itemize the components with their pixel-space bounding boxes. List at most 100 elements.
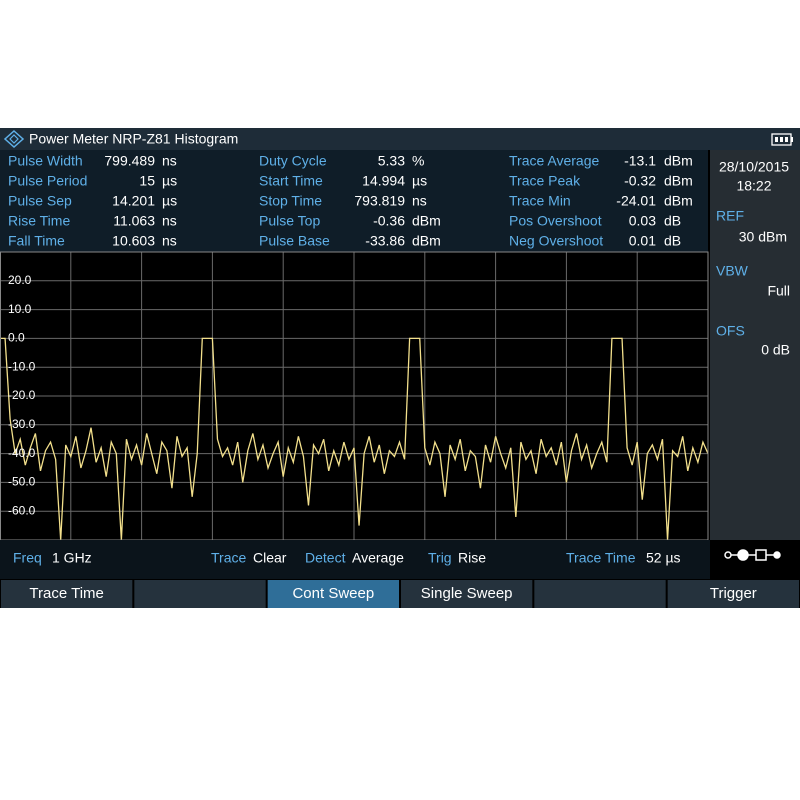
- measure-unit: µs: [412, 173, 427, 189]
- measure-value: 5.33: [378, 153, 405, 169]
- measure-unit: µs: [162, 193, 177, 209]
- measure-value: 10.603: [112, 233, 155, 249]
- softkey[interactable]: Cont Sweep: [267, 580, 399, 608]
- vbw-value: Full: [767, 283, 790, 299]
- measurement-panel: [0, 150, 708, 252]
- y-tick-label: 20.0: [8, 273, 32, 287]
- measure-label: Pos Overshoot: [509, 213, 602, 229]
- logo: [3, 129, 25, 149]
- softkey-label: Single Sweep: [421, 585, 513, 602]
- softkey-face: [534, 580, 666, 608]
- y-tick-label: -20.0: [8, 388, 36, 402]
- softkey[interactable]: Trigger: [667, 580, 799, 608]
- measure-label: Pulse Sep: [8, 193, 72, 209]
- y-tick-label: -10.0: [8, 359, 36, 373]
- trace: [0, 337, 709, 541]
- measure-value: -13.1: [624, 153, 656, 169]
- measure-value: -33.86: [365, 233, 405, 249]
- measure-unit: dBm: [412, 233, 441, 249]
- measure-unit: ns: [412, 193, 427, 209]
- measure-label: Trace Min: [509, 193, 571, 209]
- measure-value: -0.36: [373, 213, 405, 229]
- softkey-face: [134, 580, 266, 608]
- ref-label: REF: [716, 208, 744, 224]
- measure-value: 799.489: [104, 153, 155, 169]
- measure-value: 0.03: [629, 213, 656, 229]
- measure-label: Pulse Width: [8, 153, 83, 169]
- measure-unit: %: [412, 153, 424, 169]
- y-tick-label: -30.0: [8, 417, 36, 431]
- measure-value: 11.063: [113, 213, 155, 229]
- y-tick-label: -60.0: [8, 503, 36, 517]
- measure-unit: dB: [664, 233, 681, 249]
- status-bar: [0, 540, 710, 579]
- measure-value: -24.01: [616, 193, 656, 209]
- measure-unit: dBm: [664, 173, 693, 189]
- y-tick-label: -40.0: [8, 446, 36, 460]
- measure-unit: ns: [162, 153, 177, 169]
- measure-label: Pulse Base: [259, 233, 330, 249]
- measure-unit: ns: [162, 233, 177, 249]
- measure-unit: µs: [162, 173, 177, 189]
- softkey-label: Trace Time: [29, 585, 103, 602]
- status-label: Trace Time: [566, 550, 636, 566]
- softkey-face: [401, 580, 533, 608]
- ofs-label: OFS: [716, 323, 745, 339]
- softkey-face: [667, 580, 799, 608]
- status-label: Freq: [13, 550, 42, 566]
- status-label: Trig: [428, 550, 452, 566]
- softkey-face: [1, 580, 133, 608]
- title: Power Meter NRP-Z81 Histogram: [29, 131, 238, 147]
- softkey[interactable]: [534, 580, 666, 608]
- measure-unit: dBm: [664, 193, 693, 209]
- measure-unit: ns: [162, 213, 177, 229]
- status-value: 52 µs: [646, 550, 681, 566]
- measure-value: 15: [139, 173, 155, 189]
- status-row: Freq 1 GHz Trace Clear Detect Average Trig Rise…: [13, 550, 681, 566]
- softkeys: Trace Time Cont Sweep Single Sweep Trigger: [1, 580, 799, 608]
- softkey-label: Cont Sweep: [292, 585, 374, 602]
- y-tick-label: 10.0: [8, 302, 32, 316]
- measure-value: 14.201: [112, 193, 155, 209]
- measure-label: Pulse Top: [259, 213, 320, 229]
- ref-value: 30 dBm: [739, 229, 787, 245]
- measure-unit: dB: [664, 213, 681, 229]
- measure-unit: dBm: [664, 153, 693, 169]
- status-value: Rise: [458, 550, 486, 566]
- status-value: Clear: [253, 550, 287, 566]
- softkey[interactable]: Trace Time: [1, 580, 133, 608]
- measure-label: Rise Time: [8, 213, 70, 229]
- measure-label: Duty Cycle: [259, 153, 327, 169]
- measure-label: Stop Time: [259, 193, 322, 209]
- softkey-label: Trigger: [710, 585, 757, 602]
- measure-label: Fall Time: [8, 233, 65, 249]
- measure-label: Pulse Period: [8, 173, 87, 189]
- side-panel: [710, 150, 800, 540]
- battery: [771, 133, 793, 146]
- measure-value: 14.994: [362, 173, 405, 189]
- measure-label: Trace Peak: [509, 173, 581, 189]
- status-value: 1 GHz: [52, 550, 92, 566]
- status-label: Trace: [211, 550, 246, 566]
- measure-value: 793.819: [354, 193, 405, 209]
- y-tick-label: -50.0: [8, 475, 36, 489]
- measure-unit: dBm: [412, 213, 441, 229]
- connector-icon: [724, 549, 781, 561]
- softkey[interactable]: Single Sweep: [401, 580, 533, 608]
- vbw-label: VBW: [716, 263, 749, 279]
- date: 28/10/2015: [719, 159, 789, 175]
- status-value: Average: [352, 550, 404, 566]
- softkey-face: [267, 580, 399, 608]
- y-tick-label: 0.0: [8, 331, 25, 345]
- time: 18:22: [736, 178, 771, 194]
- status-label: Detect: [305, 550, 346, 566]
- measure-label: Start Time: [259, 173, 323, 189]
- measure-label: Trace Average: [509, 153, 599, 169]
- softkey[interactable]: [134, 580, 266, 608]
- title-bar: [0, 128, 800, 150]
- measure-value: -0.32: [624, 173, 656, 189]
- measure-value: 0.01: [629, 233, 656, 249]
- ofs-value: 0 dB: [761, 342, 790, 358]
